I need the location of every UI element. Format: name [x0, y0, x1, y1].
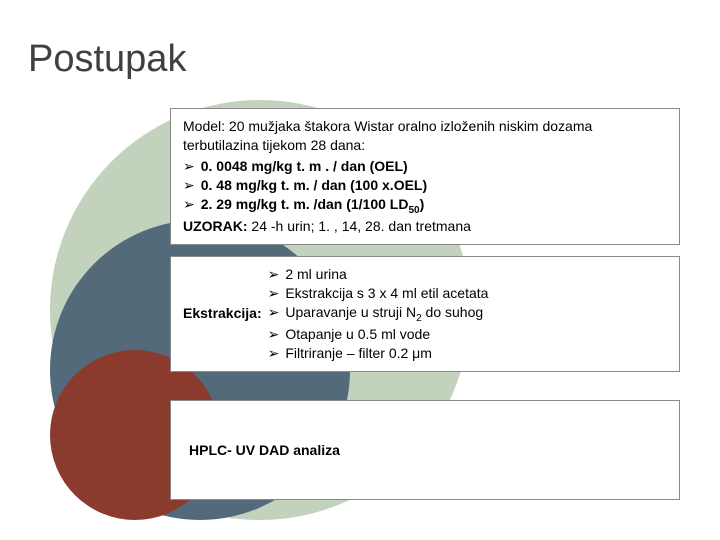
bullet-icon: ➢	[183, 195, 195, 214]
page-title: Postupak	[28, 38, 186, 81]
uzorak-line: UZORAK: 24 -h urin; 1. , 14, 28. dan tre…	[183, 217, 667, 236]
uzorak-text: 24 -h urin; 1. , 14, 28. dan tretmana	[248, 218, 471, 234]
bullet-icon: ➢	[268, 265, 280, 284]
extraction-bullet-4-text: Otapanje u 0.5 ml vode	[285, 325, 430, 344]
extraction-bullets: ➢ 2 ml urina ➢ Ekstrakcija s 3 x 4 ml et…	[268, 265, 489, 363]
model-bullet-1: ➢ 0. 0048 mg/kg t. m . / dan (OEL)	[183, 157, 667, 176]
bullet-icon: ➢	[268, 303, 280, 322]
bullet-icon: ➢	[268, 284, 280, 303]
extraction-bullet-5-text: Filtriranje – filter 0.2 μm	[285, 344, 432, 363]
extraction-label: Ekstrakcija:	[183, 304, 268, 323]
extraction-bullet-1-text: 2 ml urina	[285, 265, 346, 284]
extraction-bullet-5: ➢ Filtriranje – filter 0.2 μm	[268, 344, 489, 363]
bullet-icon: ➢	[183, 176, 195, 195]
model-box: Model: 20 mužjaka štakora Wistar oralno …	[170, 108, 680, 245]
model-bullet-3-text: 2. 29 mg/kg t. m. /dan (1/100 LD50)	[201, 195, 425, 217]
extraction-bullet-1: ➢ 2 ml urina	[268, 265, 489, 284]
extraction-bullet-2-text: Ekstrakcija s 3 x 4 ml etil acetata	[285, 284, 488, 303]
analysis-box: HPLC- UV DAD analiza	[170, 400, 680, 500]
model-intro: Model: 20 mužjaka štakora Wistar oralno …	[183, 117, 667, 155]
extraction-bullet-3-text: Uparavanje u struji N2 do suhog	[285, 303, 483, 325]
bullet-icon: ➢	[268, 325, 280, 344]
model-bullet-2-text: 0. 48 mg/kg t. m. / dan (100 x.OEL)	[201, 176, 427, 195]
bullet-icon: ➢	[183, 157, 195, 176]
extraction-box: Ekstrakcija: ➢ 2 ml urina ➢ Ekstrakcija …	[170, 256, 680, 372]
model-bullet-1-text: 0. 0048 mg/kg t. m . / dan (OEL)	[201, 157, 408, 176]
analysis-text: HPLC- UV DAD analiza	[183, 441, 340, 460]
model-bullet-3: ➢ 2. 29 mg/kg t. m. /dan (1/100 LD50)	[183, 195, 667, 217]
extraction-bullet-3: ➢ Uparavanje u struji N2 do suhog	[268, 303, 489, 325]
extraction-bullet-2: ➢ Ekstrakcija s 3 x 4 ml etil acetata	[268, 284, 489, 303]
extraction-bullet-4: ➢ Otapanje u 0.5 ml vode	[268, 325, 489, 344]
model-bullet-2: ➢ 0. 48 mg/kg t. m. / dan (100 x.OEL)	[183, 176, 667, 195]
uzorak-label: UZORAK:	[183, 218, 248, 234]
bullet-icon: ➢	[268, 344, 280, 363]
